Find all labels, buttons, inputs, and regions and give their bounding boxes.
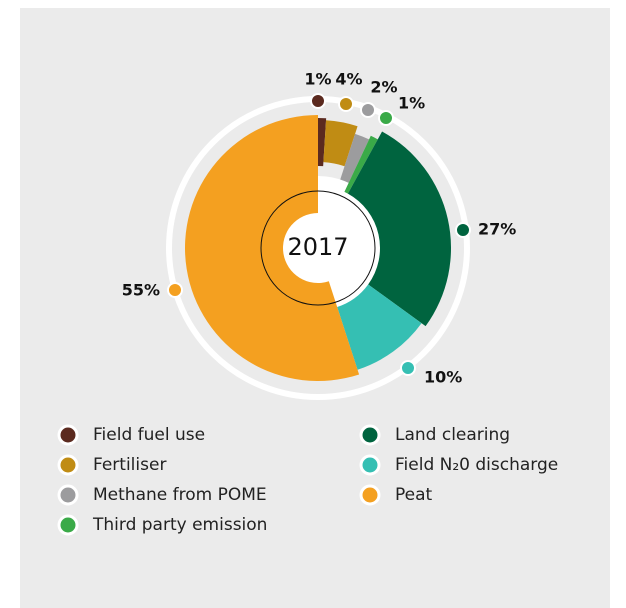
label-dot (167, 282, 183, 298)
center-ring (260, 190, 376, 306)
segment (185, 115, 360, 381)
segment (323, 120, 358, 167)
legend-label: Peat (395, 485, 433, 505)
label-dot (378, 110, 394, 126)
legend-swatch (57, 424, 79, 446)
label-dot (338, 96, 354, 112)
segment (344, 135, 378, 194)
legend-swatch (57, 514, 79, 536)
label-dot (400, 360, 416, 376)
legend-label: Third party emission (92, 515, 267, 535)
legend-label: Field fuel use (93, 425, 205, 445)
value-label: 4% (335, 70, 362, 89)
legend-label: Land clearing (395, 425, 510, 445)
value-label: 1% (304, 70, 331, 89)
legend-swatch (359, 484, 381, 506)
label-dot (310, 93, 326, 109)
label-dot (360, 102, 376, 118)
value-label: 1% (398, 94, 425, 113)
segment (340, 133, 370, 183)
value-label: 10% (424, 368, 462, 387)
segment (318, 118, 327, 167)
center-label: 2017 (287, 233, 348, 261)
value-label: 2% (370, 78, 397, 97)
label-dot (455, 222, 471, 238)
legend-swatch (57, 484, 79, 506)
value-label: 55% (122, 281, 160, 300)
segment (347, 131, 452, 327)
value-label: 27% (478, 220, 516, 239)
legend-label: Fertiliser (93, 455, 166, 475)
legend-label: Field N₂0 discharge (395, 455, 558, 475)
legend-swatch (359, 424, 381, 446)
segment (337, 284, 422, 370)
legend-swatch (359, 454, 381, 476)
legend-label: Methane from POME (93, 485, 267, 505)
legend-swatch (57, 454, 79, 476)
